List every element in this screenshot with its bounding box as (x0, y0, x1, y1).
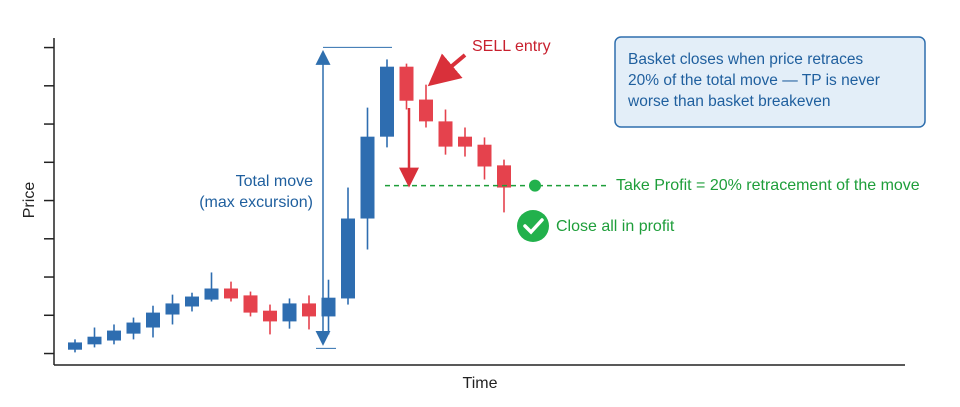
candle-body (380, 66, 394, 137)
check-icon (517, 210, 549, 242)
candle-body (360, 136, 375, 219)
candle-body (477, 144, 492, 167)
candle-body (107, 330, 121, 341)
x-axis-label: Time (463, 375, 498, 392)
total-move-label: (max excursion) (199, 194, 313, 211)
note-line: 20% of the total move — TP is never (628, 72, 880, 89)
candle-body (399, 66, 414, 101)
y-axis-label: Price (21, 182, 38, 219)
candle-body (87, 336, 102, 345)
candle-body (185, 296, 199, 307)
candle-body (165, 303, 180, 315)
candle-body (438, 121, 453, 147)
candle-body (146, 312, 160, 328)
take-profit-dot (529, 179, 541, 192)
check-mark (523, 218, 544, 235)
candle-body (302, 303, 316, 317)
candle-body (341, 218, 355, 299)
candle-body (126, 322, 141, 334)
note-line: worse than basket breakeven (627, 93, 830, 110)
candle-body (224, 288, 238, 299)
sell-arrow (427, 53, 467, 87)
candle-body (282, 303, 297, 322)
candle-body (68, 342, 82, 350)
note-box (614, 36, 926, 128)
close-all-label: Close all in profit (556, 218, 675, 235)
note-line: Basket closes when price retraces (628, 51, 863, 68)
candle-body (419, 99, 433, 122)
sell-entry-label: SELL entry (472, 38, 551, 55)
candle-body (458, 136, 472, 147)
candle-body (497, 165, 511, 188)
take-profit-label: Take Profit = 20% retracement of the mov… (616, 177, 920, 194)
candle-body (263, 310, 277, 322)
candle-body (243, 295, 258, 313)
candle-body (204, 288, 219, 300)
total-move-label: Total move (236, 173, 313, 190)
